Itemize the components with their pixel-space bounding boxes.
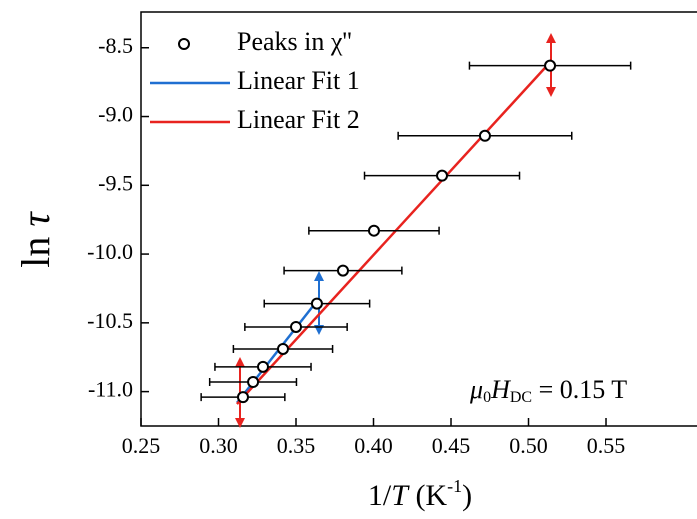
x-tick-label: 0.45 — [432, 433, 471, 458]
data-point — [276, 342, 289, 355]
data-point — [436, 169, 449, 182]
legend-label: Peaks in χ'' — [237, 27, 352, 56]
fit-line — [236, 59, 553, 405]
x-tick-label: 0.55 — [587, 433, 626, 458]
data-point — [336, 264, 349, 277]
x-tick-label: 0.25 — [122, 433, 161, 458]
legend-label: Linear Fit 1 — [237, 66, 360, 95]
y-tick-label: -10.5 — [87, 308, 133, 333]
y-tick-label: -9.5 — [98, 170, 133, 195]
y-tick-label: -10.0 — [87, 239, 133, 264]
data-point — [290, 320, 303, 333]
data-point — [236, 391, 249, 404]
x-tick-label: 0.30 — [199, 433, 238, 458]
y-tick-label: -11.0 — [88, 377, 133, 402]
annotation: μ0HDC = 0.15 T — [469, 375, 627, 406]
y-axis-label: ln τ — [13, 211, 58, 268]
legend-marker — [178, 38, 190, 50]
x-tick-label: 0.40 — [354, 433, 393, 458]
data-point — [367, 224, 380, 237]
y-tick-label: -9.0 — [98, 102, 133, 127]
data-point — [544, 59, 557, 72]
data-point — [256, 360, 269, 373]
data-point — [247, 375, 260, 388]
data-point — [310, 297, 323, 310]
legend-label: Linear Fit 2 — [237, 105, 360, 134]
x-tick-label: 0.35 — [277, 433, 316, 458]
x-tick-label: 0.50 — [509, 433, 548, 458]
x-axis-label: 1/T (K-1) — [368, 476, 472, 512]
y-tick-label: -8.5 — [98, 33, 133, 58]
plot-frame — [140, 11, 697, 427]
data-point — [478, 129, 491, 142]
